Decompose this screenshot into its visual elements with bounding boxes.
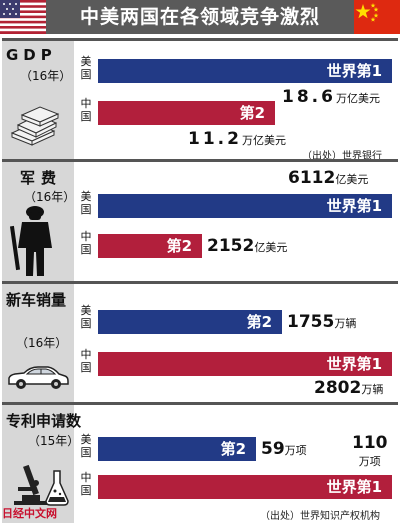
bar-us: 世界第1 bbox=[98, 194, 392, 218]
country-label-cn: 中国 bbox=[80, 348, 92, 374]
bar-us: 世界第1 bbox=[98, 59, 392, 83]
country-label-us: 美国 bbox=[80, 55, 92, 81]
country-label-us: 美国 bbox=[80, 433, 92, 459]
rank-label: 世界第1 bbox=[326, 355, 382, 373]
category-title: 军费 bbox=[20, 169, 63, 187]
category-title: 专利申请数 bbox=[6, 412, 82, 430]
category-title: 新车销量 bbox=[6, 291, 67, 309]
value-unit: 亿美元 bbox=[335, 173, 369, 186]
value-number: 2802 bbox=[314, 378, 362, 398]
car-icon bbox=[6, 364, 70, 396]
china-flag-icon bbox=[354, 0, 400, 34]
value-label-cn: 2152亿美元 bbox=[207, 236, 287, 256]
value-number: 18.6 bbox=[282, 87, 336, 107]
panel-gdp: GDP （16年） 美国 中国 世界第1 第2 18.6万亿美元 11.2万亿美… bbox=[2, 38, 398, 162]
page-title: 中美两国在各领域竞争激烈 bbox=[79, 6, 320, 28]
bar-cn: 世界第1 bbox=[98, 352, 392, 376]
country-label-us: 美国 bbox=[80, 190, 92, 216]
source-note: （出处）世界知识产权机构 bbox=[260, 511, 380, 522]
value-number: 1755 bbox=[287, 312, 335, 332]
value-number: 2152 bbox=[207, 236, 255, 256]
bar-us: 第2 bbox=[98, 437, 256, 461]
category-year: （15年） bbox=[28, 434, 80, 448]
value-unit: 万亿美元 bbox=[241, 134, 286, 147]
value-number: 11.2 bbox=[188, 129, 242, 149]
money-stack-icon bbox=[8, 103, 68, 153]
panel-patents: 专利申请数 （15年） 美国 中国 第2 世界第1 59万项 110 万项 （出处… bbox=[2, 402, 398, 523]
value-label-us: 6112亿美元 bbox=[288, 168, 368, 188]
category-year: （16年） bbox=[20, 69, 72, 83]
bar-us: 第2 bbox=[98, 310, 282, 334]
rank-label: 第2 bbox=[246, 313, 272, 331]
soldier-icon bbox=[9, 204, 60, 284]
source-note: （出处）世界银行 bbox=[302, 151, 382, 162]
panel-military: 军费 （16年） 美国 中国 世界第1 第2 6112亿美元 2152亿美元 bbox=[2, 159, 398, 281]
rank-label: 世界第1 bbox=[326, 62, 382, 80]
rank-label: 第2 bbox=[239, 104, 265, 122]
lab-flask-icon bbox=[10, 457, 70, 511]
value-label-us: 18.6万亿美元 bbox=[282, 87, 380, 107]
bar-cn: 第2 bbox=[98, 234, 202, 258]
value-label-cn: 2802万辆 bbox=[314, 378, 383, 398]
country-label-us: 美国 bbox=[80, 304, 92, 330]
rank-label: 世界第1 bbox=[326, 197, 382, 215]
country-label-cn: 中国 bbox=[80, 471, 92, 497]
value-label-us: 59万项 bbox=[261, 439, 307, 459]
country-label-cn: 中国 bbox=[80, 230, 92, 256]
value-unit: 万辆 bbox=[334, 317, 357, 330]
category-year: （16年） bbox=[24, 190, 76, 204]
header-bar: 中美两国在各领域竞争激烈 bbox=[0, 0, 400, 34]
value-number: 110 bbox=[352, 433, 388, 453]
watermark-logo: 日经中文网 bbox=[2, 507, 57, 520]
country-label-cn: 中国 bbox=[80, 97, 92, 123]
value-unit: 万项 bbox=[358, 455, 381, 468]
category-year: （16年） bbox=[16, 336, 68, 350]
value-unit: 万亿美元 bbox=[335, 92, 380, 105]
rank-label: 第2 bbox=[220, 440, 246, 458]
bar-cn: 世界第1 bbox=[98, 475, 392, 499]
value-number: 6112 bbox=[288, 168, 336, 188]
value-unit: 万辆 bbox=[361, 383, 384, 396]
value-label-cn: 110 万项 bbox=[352, 433, 388, 469]
bar-cn: 第2 bbox=[98, 101, 275, 125]
us-flag-icon bbox=[0, 0, 46, 34]
value-unit: 亿美元 bbox=[254, 241, 288, 254]
value-number: 59 bbox=[261, 439, 285, 459]
value-unit: 万项 bbox=[284, 444, 307, 457]
rank-label: 第2 bbox=[166, 237, 192, 255]
value-label-cn: 11.2万亿美元 bbox=[188, 129, 286, 149]
panel-new-cars: 新车销量 （16年） 美国 中国 第2 世界第1 1755万辆 2802万辆 bbox=[2, 281, 398, 402]
value-label-us: 1755万辆 bbox=[287, 312, 356, 332]
category-title: GDP bbox=[6, 46, 57, 64]
rank-label: 世界第1 bbox=[326, 478, 382, 496]
